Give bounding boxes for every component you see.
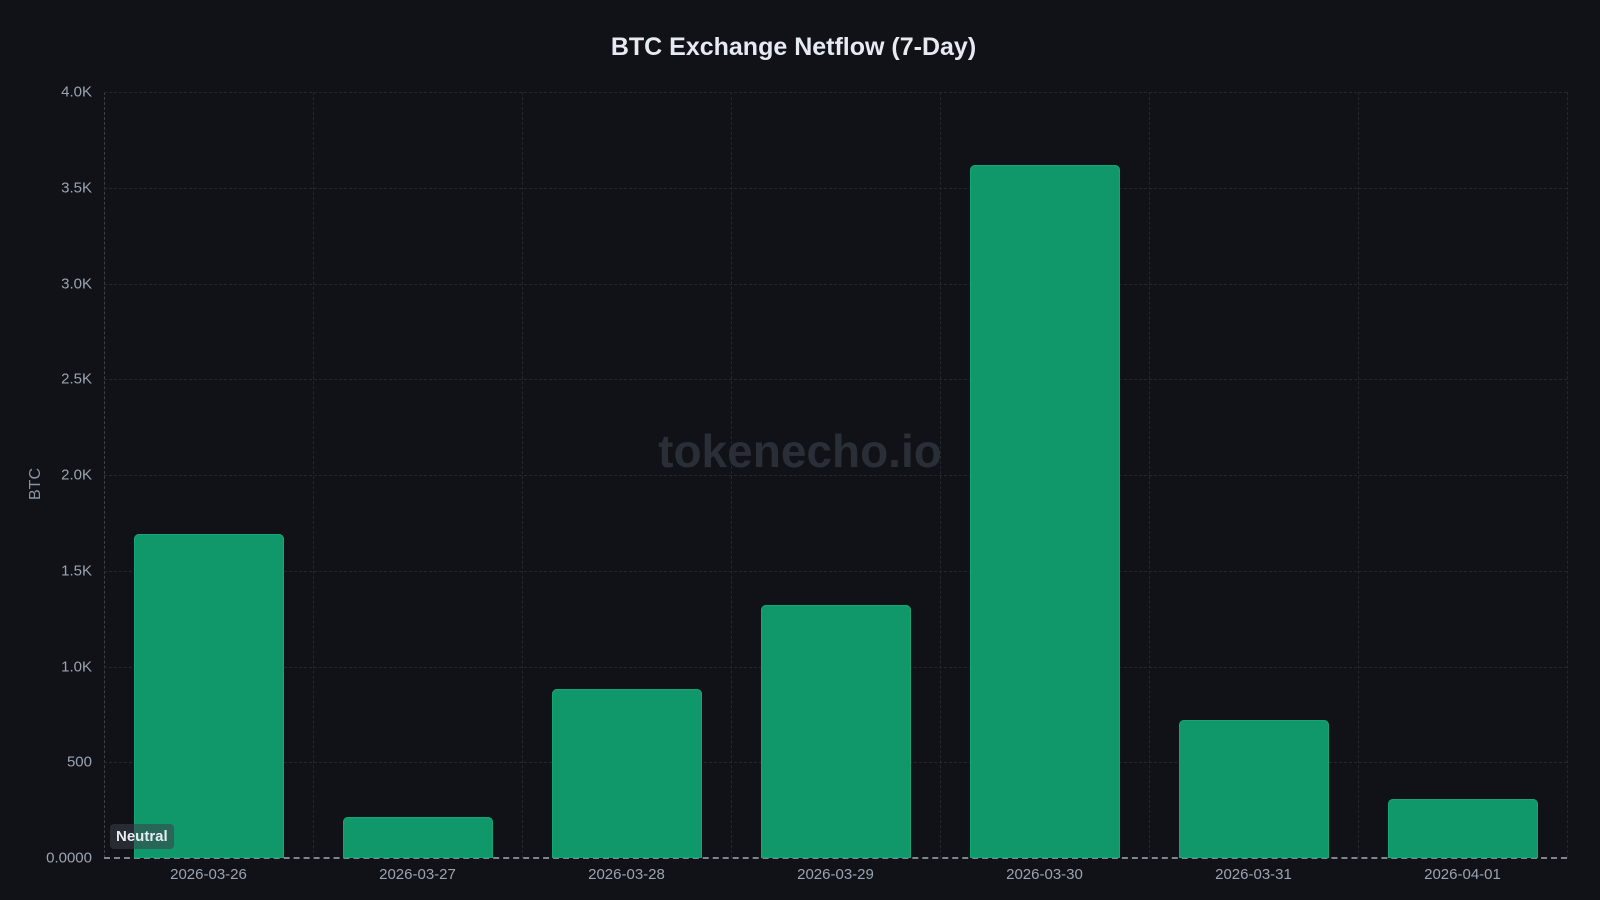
h-gridline	[104, 92, 1567, 93]
zero-baseline	[104, 857, 1567, 859]
y-tick-label: 3.0K	[61, 275, 92, 292]
x-tick-label: 2026-03-31	[1215, 866, 1292, 883]
h-gridline	[104, 283, 1567, 285]
y-tick-label: 1.0K	[61, 658, 92, 675]
h-gridline	[104, 570, 1567, 572]
h-gridline	[104, 475, 1567, 476]
y-tick-label: 1.5K	[61, 562, 92, 580]
x-tick-label: 2026-04-01	[1424, 866, 1501, 883]
y-tick-label: 3.5K	[61, 179, 92, 197]
x-tick-label: 2026-03-30	[1006, 866, 1083, 883]
bar-2026-04-01[interactable]	[1387, 799, 1538, 858]
chart-title: BTC Exchange Netflow (7-Day)	[610, 33, 977, 61]
bar-2026-03-29[interactable]	[760, 605, 911, 858]
y-tick-label: 0.0000	[46, 849, 92, 867]
x-tick-label: 2026-03-29	[797, 866, 874, 883]
plot-area	[104, 92, 1568, 859]
bar-2026-03-30[interactable]	[969, 164, 1120, 858]
x-tick-label: 2026-03-28	[588, 866, 665, 883]
bar-2026-03-27[interactable]	[342, 817, 493, 858]
v-gridline	[1358, 92, 1359, 858]
y-tick-label: 2.5K	[61, 370, 92, 388]
x-tick-label: 2026-03-27	[379, 866, 456, 883]
x-tick-label: 2026-03-26	[170, 866, 247, 883]
v-gridline	[1149, 92, 1150, 858]
v-gridline	[313, 92, 314, 858]
v-gridline	[1567, 92, 1568, 858]
h-gridline	[104, 187, 1567, 189]
h-gridline	[104, 379, 1567, 381]
y-tick-label: 4.0K	[61, 83, 92, 101]
sentiment-badge: Neutral	[110, 824, 174, 849]
v-gridline	[522, 92, 523, 858]
v-gridline	[940, 92, 941, 858]
v-gridline	[731, 92, 732, 858]
bar-2026-03-31[interactable]	[1178, 719, 1329, 858]
bar-2026-03-28[interactable]	[551, 688, 702, 858]
y-tick-label: 500	[66, 753, 92, 771]
bar-2026-03-26[interactable]	[133, 534, 284, 858]
y-tick-label: 2.0K	[61, 466, 92, 484]
